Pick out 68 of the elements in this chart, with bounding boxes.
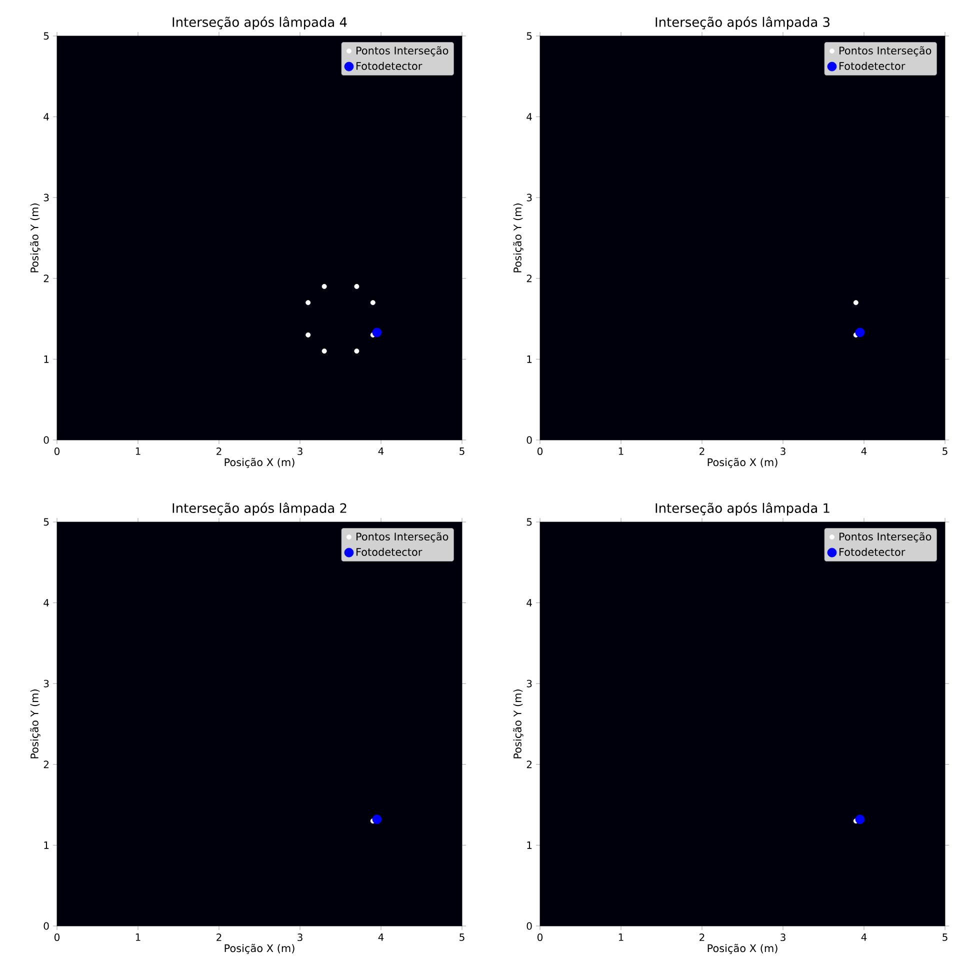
- legend-label: Pontos Interseção: [356, 532, 448, 542]
- y-tick-label: 2: [526, 274, 532, 282]
- x-tick-label: 0: [54, 447, 60, 456]
- y-tick-label: 5: [526, 518, 532, 526]
- y-tick-label: 3: [44, 680, 49, 688]
- y-tick-label: 2: [44, 274, 48, 282]
- x-tick-label: 0: [537, 447, 543, 456]
- y-tick-label: 4: [44, 599, 49, 606]
- x-axis-title: Posição X (m): [708, 944, 778, 954]
- y-tick-label: 5: [44, 32, 49, 40]
- x-tick-label: 5: [460, 934, 464, 941]
- x-tick-label: 2: [700, 934, 704, 941]
- y-tick-label: 1: [44, 356, 49, 363]
- y-tick-label: 1: [527, 842, 532, 849]
- x-tick-label: 3: [780, 447, 786, 456]
- x-axis-title: Posição X (m): [708, 458, 778, 468]
- y-tick-label: 3: [526, 680, 532, 688]
- chart-title: Interseção após lâmpada 2: [172, 502, 346, 516]
- x-tick-label: 1: [618, 448, 624, 455]
- y-tick-label: 4: [526, 599, 532, 606]
- y-tick-label: 4: [526, 113, 532, 120]
- y-tick-label: 4: [44, 113, 49, 120]
- y-tick-label: 3: [44, 194, 49, 202]
- x-tick-label: 3: [298, 934, 302, 942]
- x-tick-label: 4: [861, 448, 867, 455]
- y-tick-label: 5: [44, 518, 49, 526]
- y-axis-title: Posição Y (m): [513, 690, 524, 758]
- legend-label: Fotodetector: [356, 548, 422, 556]
- x-tick-label: 2: [700, 447, 704, 455]
- x-tick-label: 3: [298, 447, 302, 456]
- y-axis-title: Posição Y (m): [513, 204, 524, 272]
- x-axis-title: Posição X (m): [224, 458, 294, 468]
- legend-label: Pontos Interseção: [840, 46, 932, 56]
- y-axis-title: Posição Y (m): [30, 690, 40, 758]
- x-tick-label: 0: [537, 934, 543, 942]
- y-tick-label: 0: [44, 922, 49, 930]
- legend-label: Pontos Interseção: [840, 532, 932, 542]
- x-tick-label: 2: [216, 934, 222, 941]
- y-axis-title: Posição Y (m): [30, 204, 40, 272]
- y-tick-label: 0: [44, 436, 49, 444]
- y-tick-label: 2: [526, 760, 532, 768]
- y-tick-label: 3: [526, 194, 532, 202]
- y-tick-label: 0: [526, 436, 532, 444]
- x-tick-label: 5: [942, 448, 948, 455]
- chart-title: Interseção após lâmpada 1: [656, 502, 830, 516]
- x-tick-label: 3: [780, 934, 786, 942]
- x-tick-label: 4: [378, 448, 384, 455]
- y-tick-label: 1: [44, 842, 49, 849]
- y-tick-label: 2: [44, 760, 48, 768]
- x-tick-label: 1: [136, 448, 140, 455]
- legend-label: Fotodetector: [356, 62, 422, 70]
- y-tick-label: 5: [526, 32, 532, 40]
- chart-title: Interseção após lâmpada 3: [656, 16, 830, 30]
- x-tick-label: 2: [216, 447, 222, 455]
- legend-label: Fotodetector: [840, 62, 906, 70]
- x-tick-label: 5: [942, 934, 948, 941]
- legend-label: Fotodetector: [840, 548, 906, 556]
- x-tick-label: 5: [460, 448, 464, 455]
- x-tick-label: 0: [54, 934, 60, 942]
- x-tick-label: 1: [136, 934, 140, 941]
- x-axis-title: Posição X (m): [224, 944, 294, 954]
- y-tick-label: 0: [526, 922, 532, 930]
- x-tick-label: 4: [861, 934, 867, 941]
- chart-title: Interseção após lâmpada 4: [172, 16, 347, 30]
- x-tick-label: 1: [618, 934, 624, 941]
- legend-label: Pontos Interseção: [356, 46, 448, 56]
- x-tick-label: 4: [378, 934, 384, 941]
- y-tick-label: 1: [527, 356, 532, 363]
